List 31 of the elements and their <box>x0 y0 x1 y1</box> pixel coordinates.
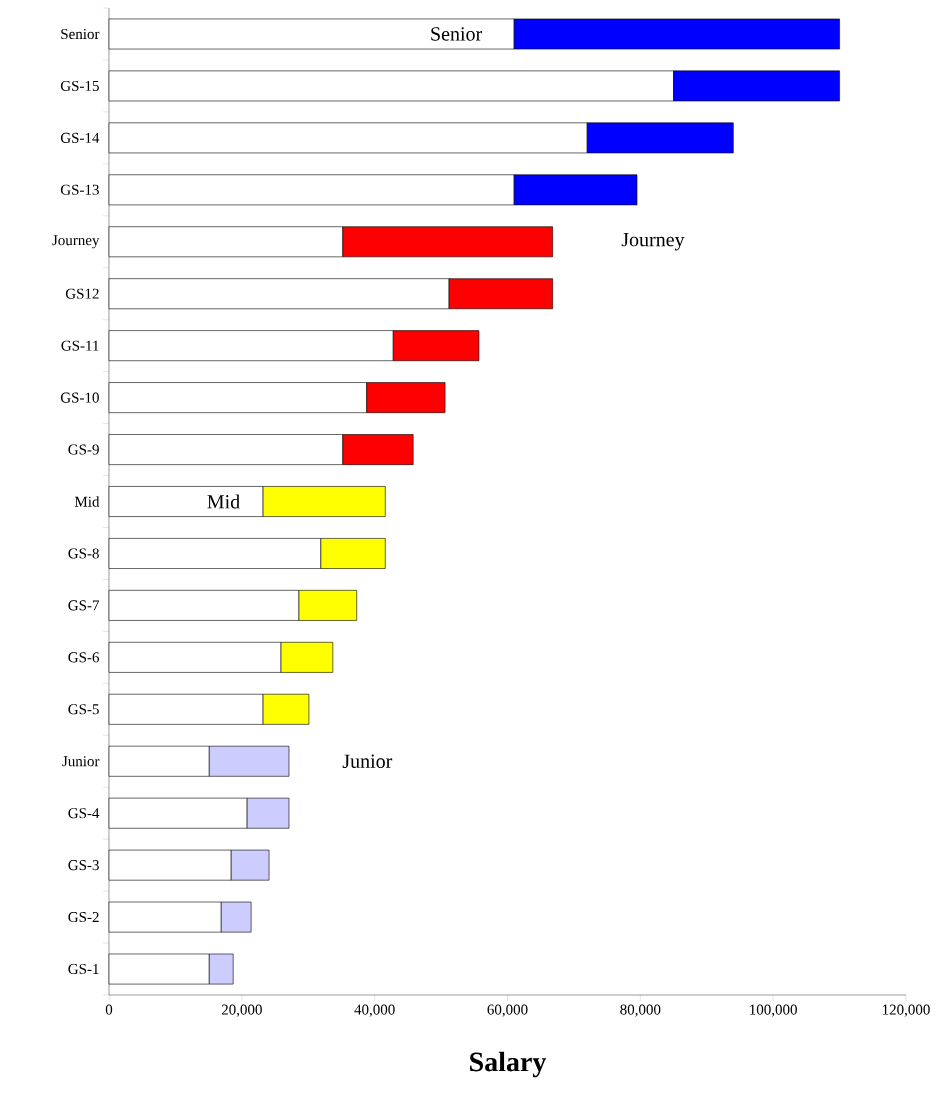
y-tick-label: GS-4 <box>68 808 100 819</box>
x-tick-label: 60,000 <box>487 1004 528 1017</box>
y-tick-label: Journey <box>52 235 100 249</box>
y-tick-label: Junior <box>62 756 100 767</box>
x-tick-label: 40,000 <box>354 1004 395 1017</box>
y-tick-label: GS-11 <box>61 340 99 351</box>
y-tick-label: GS-5 <box>68 704 99 715</box>
x-tick-label: 20,000 <box>221 1004 262 1017</box>
y-tick-label: GS-7 <box>68 600 100 611</box>
x-axis-title: Salary <box>470 1051 547 1078</box>
y-tick-label: Senior <box>61 28 100 40</box>
x-tick-label: 100,000 <box>750 1004 797 1017</box>
y-tick-label: GS-3 <box>68 860 99 871</box>
y-tick-label: GS-1 <box>68 964 99 975</box>
x-tick-label: 120,000 <box>882 1004 930 1017</box>
y-tick-label: GS12 <box>65 288 99 299</box>
y-tick-label: GS-10 <box>60 392 99 403</box>
y-tick-label: Mid <box>74 496 100 507</box>
annotation: Junior <box>342 754 393 768</box>
y-tick-label: GS-13 <box>60 184 99 195</box>
y-tick-label: GS-2 <box>68 912 99 923</box>
annotation: Mid <box>207 494 240 509</box>
y-tick-label: GS-15 <box>60 80 99 91</box>
annotation: Senior <box>431 27 483 41</box>
x-tick-label: 0 <box>105 1004 113 1015</box>
x-tick-label: 80,000 <box>620 1004 661 1017</box>
y-tick-label: GS-9 <box>68 444 99 455</box>
y-tick-label: GS-8 <box>68 548 99 559</box>
annotation: Journey <box>621 233 685 251</box>
y-tick-label: GS-6 <box>68 652 100 663</box>
y-tick-label: GS-14 <box>60 132 100 143</box>
